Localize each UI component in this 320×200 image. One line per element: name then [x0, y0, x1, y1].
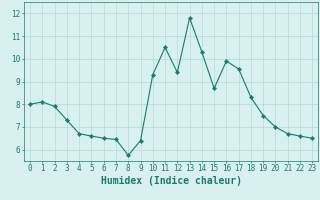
- X-axis label: Humidex (Indice chaleur): Humidex (Indice chaleur): [101, 176, 242, 186]
